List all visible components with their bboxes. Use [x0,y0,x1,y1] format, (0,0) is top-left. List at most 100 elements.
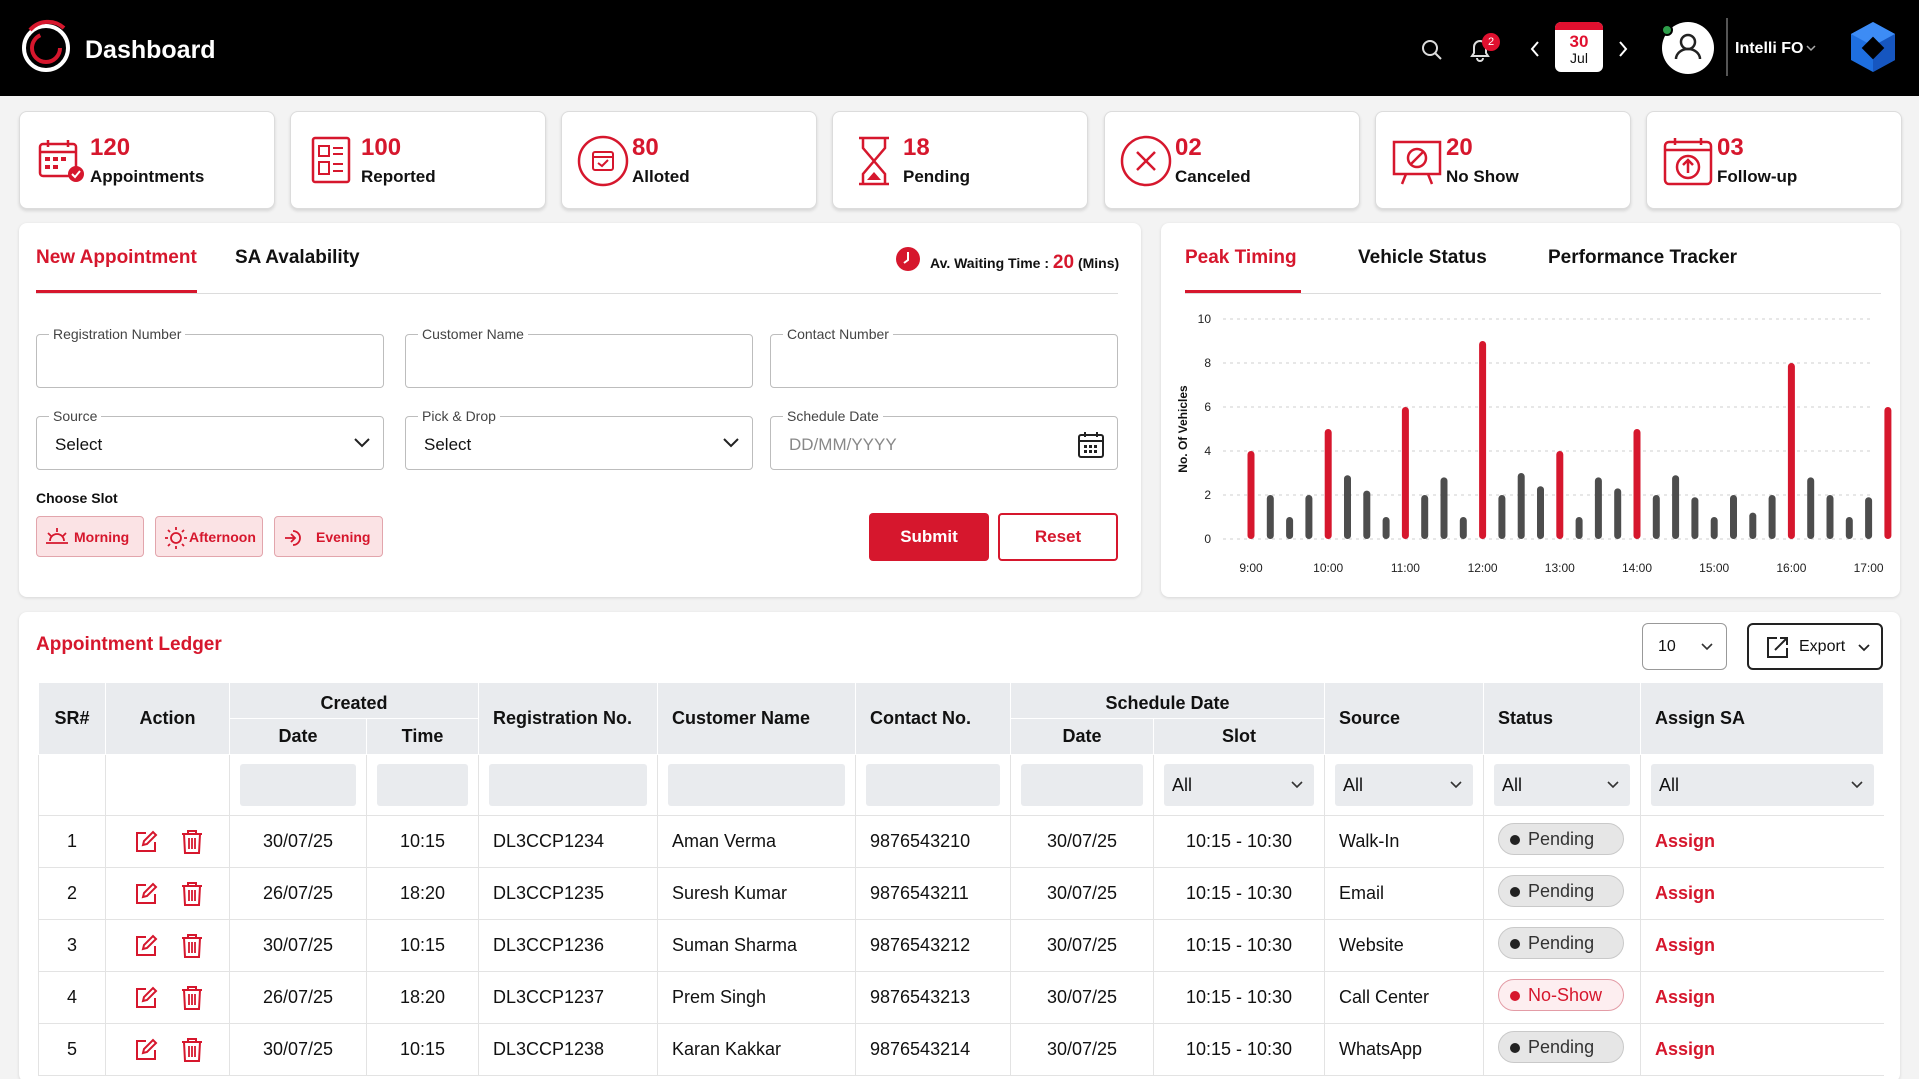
field-value: Select [424,435,472,454]
calendar-check-icon [38,140,84,182]
stat-card-reported[interactable]: 100 Reported [290,111,546,209]
cell-customer: Aman Verma [657,815,856,868]
cell-slot: 10:15 - 10:30 [1152,971,1325,1024]
assign-sa-link[interactable]: Assign [1655,1039,1716,1059]
submit-button[interactable]: Submit [869,513,989,561]
edit-icon[interactable] [133,933,159,959]
tab-new-appointment[interactable]: New Appointment [36,247,197,268]
header-divider [1726,18,1728,76]
user-name[interactable]: Intelli FO [1735,40,1804,57]
filter-assign-select[interactable]: All [1651,764,1874,806]
filter-created-date-input[interactable] [240,764,356,806]
cell-customer: Suresh Kumar [657,867,856,920]
trash-icon[interactable] [181,829,203,855]
reset-button[interactable]: Reset [998,513,1118,561]
calendar-icon[interactable] [1077,431,1105,459]
trash-icon[interactable] [181,985,203,1011]
registration-number-field[interactable]: Registration Number [36,326,384,388]
tab-peak-timing[interactable]: Peak Timing [1185,247,1297,268]
stat-card-alloted[interactable]: 80 Alloted [561,111,817,209]
status-text: Pending [1528,1037,1595,1057]
page-size-select[interactable]: 10 [1642,623,1727,670]
filter-registration-input[interactable] [489,764,647,806]
trash-icon[interactable] [181,881,203,907]
stat-value: 100 [361,134,402,161]
active-tab-indicator [36,290,197,293]
slot-morning-button[interactable]: Morning [36,516,144,557]
bar-1530 [1749,512,1757,539]
assign-sa-link[interactable]: Assign [1655,883,1716,903]
bar-915 [1266,495,1274,539]
cell-status: No-Show [1483,971,1641,1024]
chevron-down-icon[interactable] [722,437,740,449]
app-logo-icon[interactable] [20,18,74,76]
chevron-left-icon[interactable] [1528,39,1542,59]
status-text: No-Show [1528,985,1603,1005]
page-title: Dashboard [85,36,216,64]
stat-card-canceled[interactable]: 02 Canceled [1104,111,1360,209]
filter-schedule-date-input[interactable] [1021,764,1143,806]
col-header-source: Source [1324,682,1485,755]
status-badge: Pending [1498,875,1625,907]
cell-created-date: 26/07/25 [229,971,367,1024]
bar-1330 [1594,477,1602,539]
bar-1715 [1884,407,1892,539]
assign-sa-link[interactable]: Assign [1655,987,1716,1007]
stat-card-follow-up[interactable]: 03 Follow-up [1646,111,1902,209]
stat-card-appointments[interactable]: 120 Appointments [19,111,275,209]
tab-performance-tracker[interactable]: Performance Tracker [1548,247,1738,268]
status-badge: Pending [1498,927,1625,959]
filter-contact-input[interactable] [866,764,1000,806]
stat-card-no-show[interactable]: 20 No Show [1375,111,1631,209]
x-tick-label: 12:00 [1468,561,1498,575]
trash-icon[interactable] [181,1037,203,1063]
search-icon[interactable] [1420,38,1444,62]
cell-created-time: 10:15 [366,1023,479,1076]
stat-label: Pending [903,167,971,186]
contact-number-field[interactable]: Contact Number [770,326,1118,388]
bar-1500 [1710,517,1718,539]
customer-name-field[interactable]: Customer Name [405,326,753,388]
edit-icon[interactable] [133,985,159,1011]
slot-afternoon-button[interactable]: Afternoon [155,516,263,557]
chevron-right-icon[interactable] [1616,39,1630,59]
slot-evening-button[interactable]: Evening [274,516,383,557]
chevron-down-icon [1701,643,1713,651]
stat-label: No Show [1446,167,1519,186]
stat-value: 03 [1717,134,1744,161]
bar-1015 [1344,475,1351,539]
cell-sr: 5 [38,1023,106,1076]
cancel-circle-icon [1120,135,1172,187]
schedule-date-field[interactable]: Schedule Date DD/MM/YYYY [770,408,1118,470]
brand-cube-logo-icon [1851,22,1895,72]
filter-status-select[interactable]: All [1494,764,1631,806]
tab-vehicle-status[interactable]: Vehicle Status [1358,247,1487,268]
date-picker-badge[interactable]: 30 Jul [1555,22,1603,72]
edit-icon[interactable] [133,881,159,907]
col-header-schedule-date: Schedule Date [1009,682,1326,719]
slot-label: Evening [316,529,371,545]
source-select[interactable]: Source Select [36,408,384,470]
x-tick-label: 9:00 [1239,561,1263,575]
bar-1415 [1652,495,1660,539]
assign-sa-link[interactable]: Assign [1655,831,1716,851]
filter-customer-input[interactable] [668,764,845,806]
edit-icon[interactable] [133,1037,159,1063]
col-header-registration: Registration No. [478,682,658,755]
cell-action [105,1023,230,1076]
bar-1615 [1807,477,1815,539]
sun-icon [165,527,187,549]
filter-slot-select[interactable]: All [1164,764,1315,806]
trash-icon[interactable] [181,933,203,959]
edit-icon[interactable] [133,829,159,855]
pick-drop-select[interactable]: Pick & Drop Select [405,408,753,470]
assign-sa-link[interactable]: Assign [1655,935,1716,955]
chevron-down-icon[interactable] [353,437,371,449]
chevron-down-icon[interactable] [1806,44,1816,52]
filter-source-select[interactable]: All [1335,764,1474,806]
tab-sa-availability[interactable]: SA Avalability [235,247,360,268]
bar-1130 [1440,477,1448,539]
filter-created-time-input[interactable] [377,764,468,806]
stat-card-pending[interactable]: 18 Pending [832,111,1088,209]
export-button[interactable]: Export [1747,623,1883,670]
